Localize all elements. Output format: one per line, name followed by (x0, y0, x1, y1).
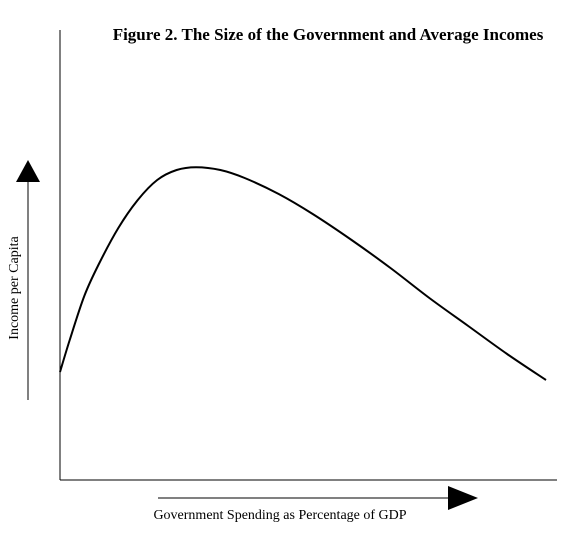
x-arrow-head-icon (448, 486, 478, 510)
y-arrow-head-icon (16, 160, 40, 182)
income-curve (59, 166, 547, 381)
chart-title: Figure 2. The Size of the Government and… (113, 25, 544, 44)
y-axis-label: Income per Capita (7, 236, 22, 340)
x-axis-label: Government Spending as Percentage of GDP (153, 508, 406, 523)
